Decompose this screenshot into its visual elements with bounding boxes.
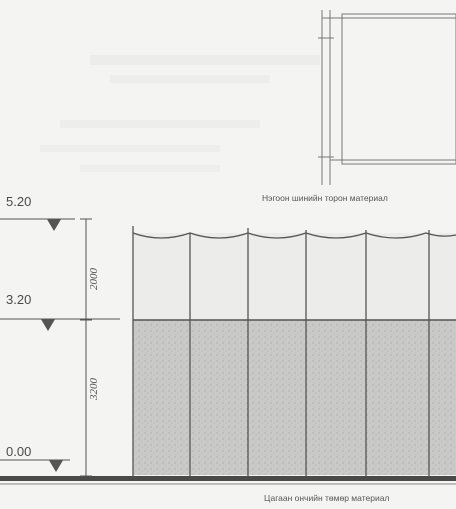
level-label-top: 5.20 (6, 194, 31, 209)
dimension-upper: 2000 (88, 268, 100, 291)
level-markers (0, 218, 120, 472)
note-mesh-material: Нэгоон шинийн торон материал (262, 193, 388, 203)
level-label-middle: 3.20 (6, 292, 31, 307)
background-smudges (40, 55, 320, 172)
dimension-lower: 3200 (88, 378, 100, 402)
mesh-panels (132, 232, 456, 320)
level-label-ground: 0.00 (6, 444, 31, 459)
upper-frame (318, 10, 456, 185)
dimension-line (80, 218, 92, 477)
note-wall-material: Цагаан ончийн төмөр материал (264, 493, 389, 503)
lower-wall (133, 319, 456, 475)
ground-line (0, 476, 456, 485)
fence-posts (132, 226, 430, 476)
